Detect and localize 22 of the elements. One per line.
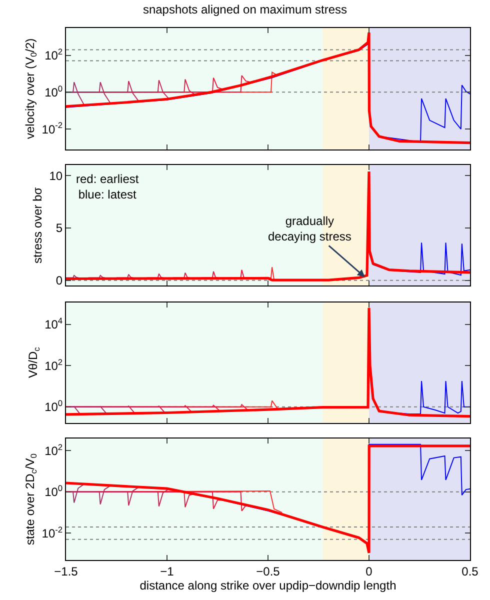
y-tick-label: 5 [56,221,63,236]
annotation: red: earliest blue: latest [76,172,140,202]
y-tick-label: 10$^{-2}$ [42,524,63,540]
y-tick-label: 10$^{0}$ [44,83,63,100]
x-tick-label: −1.5 [54,564,78,578]
annotation: gradually decaying stress [268,214,352,244]
x-tick-label: −0.5 [256,564,280,578]
y-axis-title: stress over bσ [30,186,45,264]
y-tick-label: 10$^{2}$ [44,442,63,458]
x-axis-title: distance along strike over updip−downdip length [140,578,396,592]
y-tick-label: 10$^{4}$ [44,316,63,332]
y-tick-label: 10$^{2}$ [44,356,63,373]
y-tick-label: 10$^{2}$ [44,46,63,62]
y-tick-label: 10$^{0}$ [44,483,63,500]
y-tick-label: 10$^{-2}$ [42,120,63,136]
y-tick-label: 10 [49,168,63,183]
y-tick-label: 10$^{0}$ [44,398,63,414]
y-tick-label: 0 [56,274,63,288]
chart-title: snapshots aligned on maximum stress [142,2,348,16]
x-tick-label: 0 [366,564,373,578]
x-tick-label: 0.5 [462,564,479,578]
x-tick-label: −1 [160,564,174,578]
